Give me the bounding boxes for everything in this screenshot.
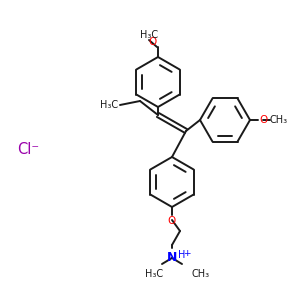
Text: Cl⁻: Cl⁻ xyxy=(17,142,39,158)
Text: +: + xyxy=(183,249,190,258)
Text: O: O xyxy=(168,216,176,226)
Text: O: O xyxy=(259,115,267,125)
Text: H₃C: H₃C xyxy=(145,269,163,279)
Text: H₃C: H₃C xyxy=(100,100,118,110)
Text: H: H xyxy=(178,250,185,260)
Text: CH₃: CH₃ xyxy=(270,115,288,125)
Text: CH₃: CH₃ xyxy=(192,269,210,279)
Text: H₃C: H₃C xyxy=(140,30,158,40)
Text: O: O xyxy=(149,37,157,47)
Text: N: N xyxy=(167,251,177,264)
